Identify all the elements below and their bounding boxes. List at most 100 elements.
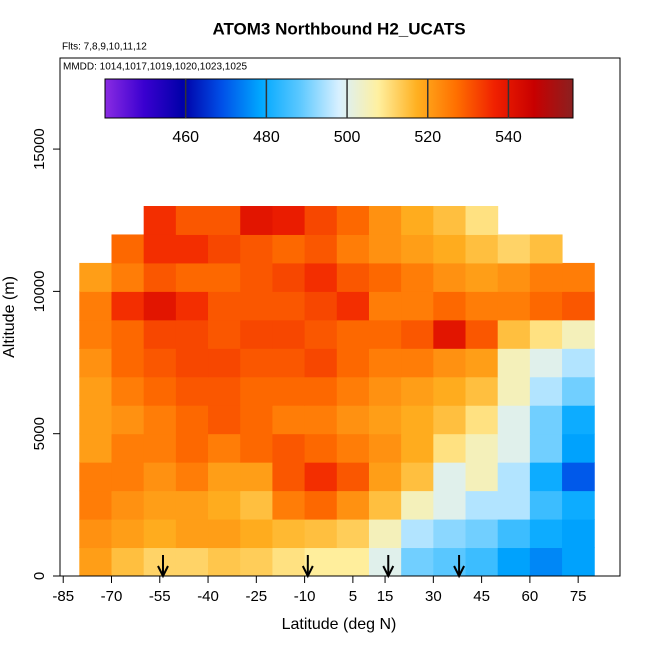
heat-cell	[111, 234, 145, 264]
heat-cell	[304, 348, 338, 378]
y-tick-label: 15000	[31, 128, 48, 170]
heat-cell	[175, 462, 209, 492]
arrow-head	[157, 565, 169, 579]
heat-cell	[368, 519, 402, 549]
heat-cell	[175, 206, 209, 235]
heat-cell	[175, 433, 209, 463]
heat-cell	[562, 519, 595, 549]
heat-cell	[175, 234, 209, 264]
heat-cell	[240, 433, 273, 463]
heat-cell	[368, 376, 402, 406]
heat-cell	[79, 433, 112, 463]
x-tick-label: -55	[149, 588, 171, 605]
heat-cell	[208, 206, 241, 235]
heat-cell	[208, 462, 241, 492]
heat-cell	[240, 376, 273, 406]
heat-cell	[368, 262, 402, 292]
heat-cell	[111, 262, 145, 292]
heat-cell	[433, 206, 467, 235]
heat-cell	[240, 319, 273, 349]
heat-cell	[368, 462, 402, 492]
heat-cell	[368, 319, 402, 349]
heat-cell	[433, 291, 467, 321]
heat-cell	[79, 348, 112, 378]
heat-cell	[401, 291, 434, 321]
heat-cell	[143, 234, 177, 264]
heat-cell	[175, 519, 209, 549]
heat-cell	[529, 462, 563, 492]
heat-cell	[304, 319, 338, 349]
heat-cell	[562, 319, 595, 349]
heat-cell	[175, 547, 209, 577]
heat-cell	[497, 348, 531, 378]
x-tick-label: -85	[52, 588, 74, 605]
heat-cell	[562, 547, 595, 577]
heat-cell	[272, 376, 306, 406]
heat-cell	[208, 376, 241, 406]
heat-cell	[401, 376, 434, 406]
heat-cell	[175, 490, 209, 520]
heat-cell	[272, 291, 306, 321]
heat-cell	[304, 206, 338, 235]
heat-cell	[433, 519, 467, 549]
arrow-head	[382, 565, 395, 579]
heat-cell	[401, 462, 434, 492]
heat-cell	[111, 348, 145, 378]
x-tick-label: 60	[522, 588, 539, 605]
arrow-head	[453, 565, 465, 579]
heat-cell	[111, 462, 145, 492]
heat-cell	[240, 348, 273, 378]
heatmap	[79, 206, 595, 577]
heat-cell	[562, 433, 595, 463]
heat-cell	[529, 234, 563, 264]
heat-cell	[304, 291, 338, 321]
heat-cell	[465, 433, 499, 463]
heat-cell	[562, 262, 595, 292]
heat-cell	[304, 462, 338, 492]
heat-cell	[529, 348, 563, 378]
heat-cell	[562, 462, 595, 492]
heat-cell	[79, 291, 112, 321]
heat-cell	[240, 547, 273, 577]
heat-cell	[497, 234, 531, 264]
heat-cell	[465, 348, 499, 378]
heat-cell	[79, 490, 112, 520]
heat-cell	[529, 262, 563, 292]
heat-cell	[208, 547, 241, 577]
heat-cell	[368, 405, 402, 435]
heat-cell	[208, 234, 241, 264]
x-tick-label: 75	[570, 588, 587, 605]
heat-cell	[111, 490, 145, 520]
heat-cell	[143, 433, 177, 463]
heat-cell	[368, 234, 402, 264]
heat-cell	[143, 490, 177, 520]
heat-cell	[272, 405, 306, 435]
annotation: MMDD: 1014,1017,1019,1020,1023,1025	[63, 62, 247, 73]
y-tick-label: 10000	[31, 271, 48, 313]
heat-cell	[562, 376, 595, 406]
colorbar-tick-label: 480	[253, 129, 280, 146]
heat-cell	[111, 319, 145, 349]
heat-cell	[111, 547, 145, 577]
heat-cell	[208, 319, 241, 349]
heat-cell	[401, 547, 434, 577]
heat-cell	[336, 462, 370, 492]
heat-cell	[433, 319, 467, 349]
heat-cell	[465, 234, 499, 264]
heat-cell	[175, 405, 209, 435]
heat-cell	[272, 348, 306, 378]
x-tick-label: 45	[473, 588, 490, 605]
heat-cell	[529, 405, 563, 435]
heat-cell	[240, 405, 273, 435]
x-tick-label: 15	[377, 588, 394, 605]
heat-cell	[175, 348, 209, 378]
heat-cell	[272, 490, 306, 520]
heat-cell	[336, 234, 370, 264]
heat-cell	[529, 547, 563, 577]
heat-cell	[304, 490, 338, 520]
heat-cell	[336, 547, 370, 577]
heat-cell	[208, 490, 241, 520]
heat-cell	[497, 519, 531, 549]
colorbar	[104, 78, 574, 119]
heat-cell	[368, 433, 402, 463]
